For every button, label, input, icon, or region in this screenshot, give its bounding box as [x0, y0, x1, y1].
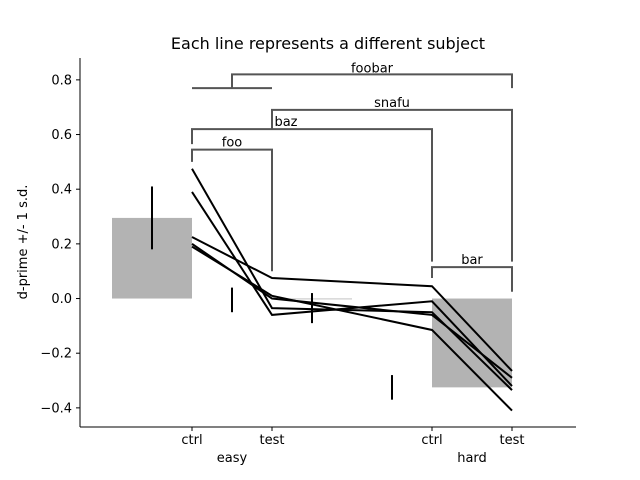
plot-area: foo baz bar snafu foobar −0.4 −0.2 0.0 0.2 0.4 0.6…: [40, 58, 576, 466]
x-group-label: easy: [217, 451, 248, 466]
annotation-label: foobar: [351, 61, 394, 76]
x-tick-label: ctrl: [421, 433, 442, 448]
x-tick-label: ctrl: [181, 433, 202, 448]
y-axis-label: d-prime +/- 1 s.d.: [16, 185, 31, 300]
annotation-label: baz: [274, 115, 297, 130]
y-tick-label: 0.4: [51, 183, 72, 198]
annotation-label: foo: [222, 136, 243, 151]
y-tick-label: 0.2: [51, 237, 72, 252]
annotation-label: snafu: [374, 96, 410, 111]
x-tick-label: test: [500, 433, 525, 448]
annotation-bracket: [231, 73, 513, 89]
annotation-bracket: [191, 148, 273, 272]
y-tick-label: −0.4: [40, 401, 72, 416]
y-tick-label: 0.8: [51, 73, 72, 88]
subject-line: [191, 191, 513, 387]
annotation-bracket: [271, 108, 513, 262]
subject-line: [191, 168, 513, 391]
y-tick-label: −0.2: [40, 347, 72, 362]
y-tick-label: 0.0: [51, 292, 72, 307]
subject-line: [191, 236, 513, 372]
x-group-label: hard: [457, 451, 487, 466]
chart-title: Each line represents a different subject: [171, 34, 485, 53]
y-tick-label: 0.6: [51, 128, 72, 143]
annotation-label: bar: [461, 253, 483, 268]
annotation-bracket: [431, 266, 513, 292]
annotation-bracket: [191, 128, 433, 262]
x-tick-label: test: [260, 433, 285, 448]
subject-line: [191, 245, 513, 412]
